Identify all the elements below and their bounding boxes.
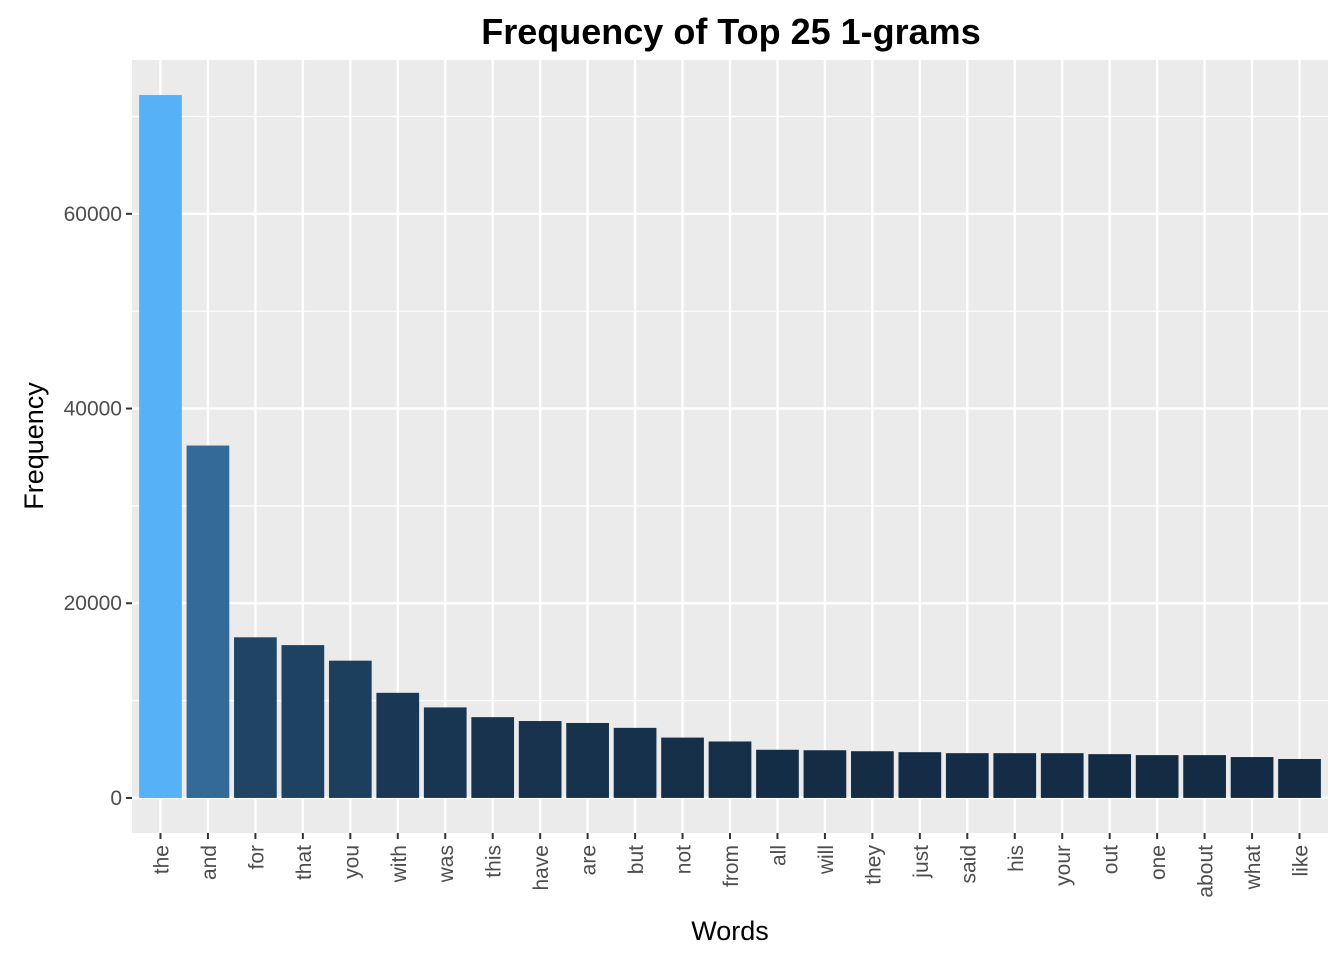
bar-said: [945, 753, 989, 798]
bar-out: [1088, 754, 1132, 798]
bar-but: [613, 727, 657, 798]
x-tick-label-said: said: [957, 845, 980, 884]
bar-for: [234, 637, 277, 798]
x-tick-label-was: was: [435, 845, 458, 883]
x-tick-label-your: your: [1052, 845, 1075, 886]
x-tick-label-for: for: [245, 845, 268, 870]
bar-not: [661, 737, 704, 798]
y-tick-label: 40000: [64, 398, 122, 421]
x-tick-label-the: the: [150, 845, 173, 874]
bar-his: [993, 753, 1037, 798]
bar-have: [518, 721, 562, 798]
x-tick-label-and: and: [198, 845, 221, 880]
x-tick-label-what: what: [1242, 845, 1265, 891]
x-axis-title: Words: [691, 916, 769, 946]
y-axis-title: Frequency: [19, 382, 49, 510]
x-tick-label-they: they: [862, 845, 885, 885]
bar-one: [1135, 755, 1179, 798]
x-tick-label-this: this: [483, 845, 506, 878]
x-tick-label-like: like: [1290, 845, 1313, 877]
bar-about: [1183, 755, 1226, 798]
x-tick-label-his: his: [1005, 845, 1028, 872]
x-tick-label-just: just: [910, 845, 933, 879]
y-tick-label: 60000: [64, 203, 122, 226]
bar-they: [851, 751, 894, 798]
bar-what: [1230, 757, 1274, 798]
x-tick-label-but: but: [625, 845, 648, 874]
bar-with: [376, 692, 420, 798]
bar-and: [186, 445, 230, 798]
x-tick-label-one: one: [1147, 845, 1170, 880]
bar-all: [756, 749, 799, 798]
y-tick-label: 20000: [64, 592, 122, 615]
bar-this: [471, 717, 515, 798]
x-tick-label-all: all: [767, 845, 790, 866]
x-tick-label-from: from: [720, 845, 743, 887]
x-tick-label-you: you: [340, 845, 363, 879]
x-tick-label-not: not: [673, 845, 696, 874]
x-tick-label-are: are: [578, 845, 601, 875]
chart-title: Frequency of Top 25 1-grams: [481, 11, 980, 52]
x-tick-label-about: about: [1195, 845, 1218, 898]
bar-was: [423, 707, 467, 798]
x-tick-label-out: out: [1100, 845, 1123, 874]
bar-you: [328, 660, 372, 798]
x-tick-label-that: that: [293, 845, 316, 880]
bar-from: [708, 741, 752, 798]
bar-will: [803, 750, 847, 798]
bar-just: [898, 752, 942, 798]
x-tick-label-will: will: [815, 845, 838, 875]
bars: [139, 95, 1321, 798]
x-axis: the and for that you with was this have are but not…: [150, 833, 1313, 898]
bar-are: [566, 722, 609, 798]
x-tick-label-have: have: [530, 845, 553, 891]
x-tick-label-with: with: [388, 845, 411, 883]
bar-like: [1278, 759, 1321, 798]
bar-the: [139, 95, 182, 798]
bar-that: [281, 645, 325, 798]
bar-your: [1040, 753, 1084, 798]
y-axis: 0 20000 40000 60000: [64, 203, 132, 810]
y-tick-label: 0: [110, 787, 122, 810]
